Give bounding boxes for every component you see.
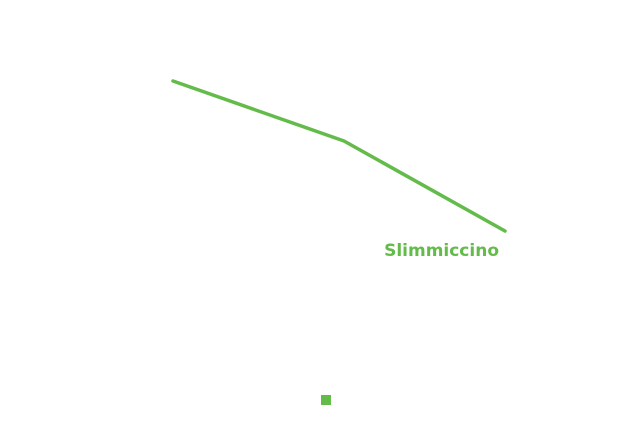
series-label: Slimmiccino bbox=[384, 241, 499, 261]
legend-marker bbox=[321, 395, 331, 405]
plot-area: Slimmiccino bbox=[171, 79, 507, 261]
series-line-0 bbox=[171, 79, 507, 233]
